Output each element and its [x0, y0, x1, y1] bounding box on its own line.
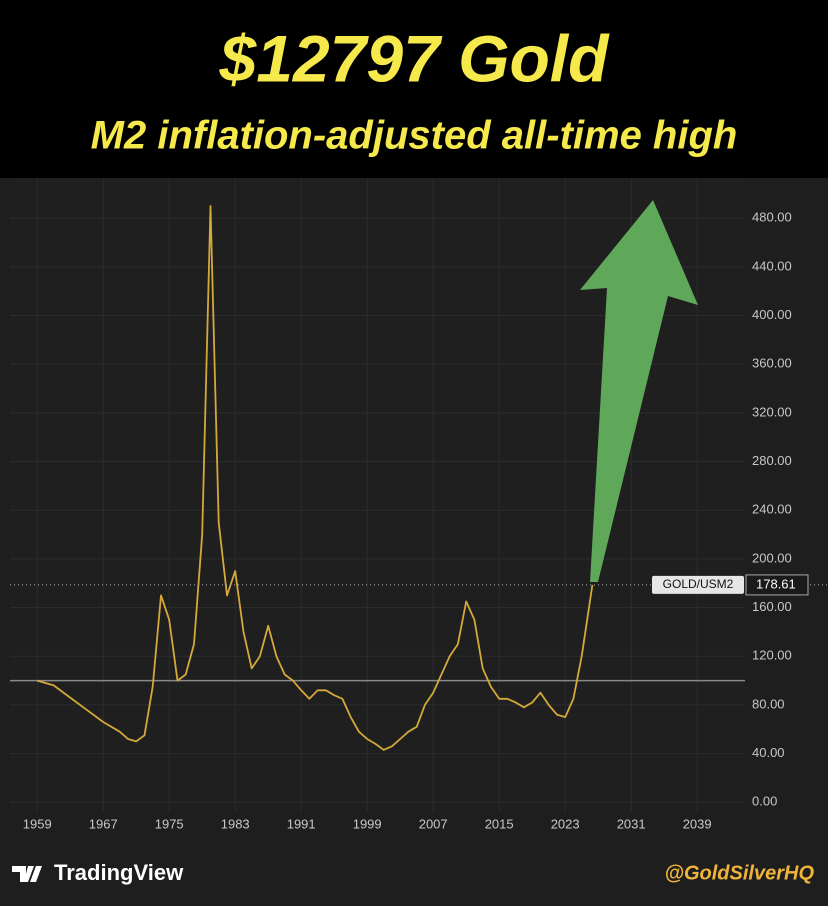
x-tick-label: 1983 [221, 816, 250, 831]
current-name: GOLD/USM2 [663, 577, 734, 591]
x-tick-label: 2007 [419, 816, 448, 831]
y-tick-label: 360.00 [752, 356, 792, 371]
x-tick-label: 1959 [23, 816, 52, 831]
x-tick-label: 2039 [683, 816, 712, 831]
x-tick-label: 2015 [485, 816, 514, 831]
header [0, 0, 828, 178]
brand: TradingView [54, 860, 184, 885]
current-value: 178.61 [756, 576, 796, 591]
y-tick-label: 480.00 [752, 210, 792, 225]
x-tick-label: 1975 [155, 816, 184, 831]
y-tick-label: 160.00 [752, 599, 792, 614]
y-tick-label: 200.00 [752, 550, 792, 565]
x-tick-label: 2023 [551, 816, 580, 831]
chart-subtitle: M2 inflation-adjusted all-time high [91, 114, 738, 158]
y-tick-label: 40.00 [752, 745, 785, 760]
y-tick-label: 280.00 [752, 453, 792, 468]
tradingview-logo [12, 866, 42, 882]
y-tick-label: 240.00 [752, 502, 792, 517]
x-tick-label: 1999 [353, 816, 382, 831]
handle: @GoldSilverHQ [664, 862, 814, 884]
x-tick-label: 2031 [617, 816, 646, 831]
y-tick-label: 400.00 [752, 307, 792, 322]
x-tick-label: 1967 [89, 816, 118, 831]
current-value-box [745, 574, 809, 596]
current-name-box [652, 575, 744, 594]
arrow [580, 200, 698, 582]
logo-icon [12, 866, 42, 882]
y-tick-label: 440.00 [752, 258, 792, 273]
x-tick-label: 1991 [287, 816, 316, 831]
y-tick-label: 80.00 [752, 696, 785, 711]
series-line [36, 205, 594, 751]
y-tick-label: 320.00 [752, 404, 792, 419]
chart-title: $12797 Gold [219, 21, 611, 95]
plot: 0.00 40.00 80.00 120.00 160.00 200.00 240.00 28… [10, 178, 792, 831]
y-tick-label: 0.00 [752, 794, 777, 809]
y-tick-label: 120.00 [752, 648, 792, 663]
